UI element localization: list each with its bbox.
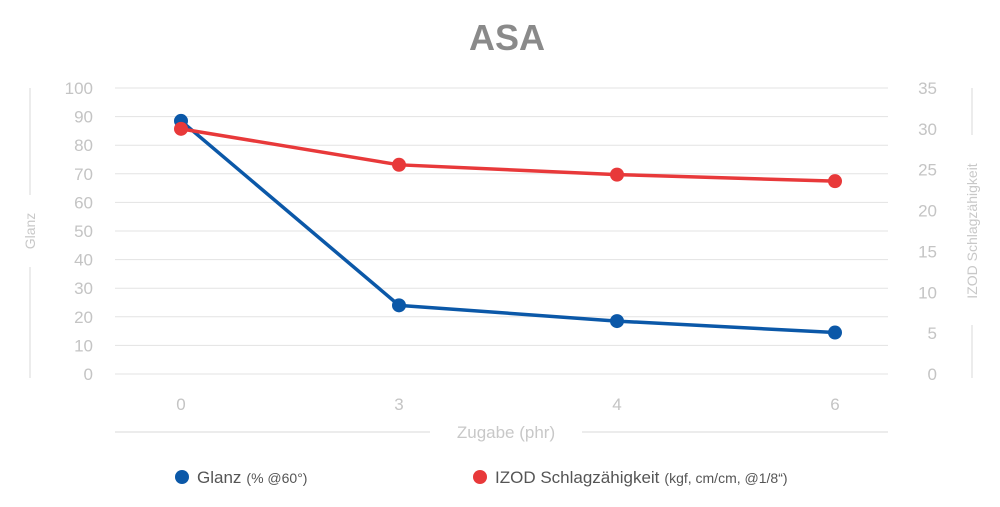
legend-label-glanz: Glanz (% @60°) xyxy=(197,468,307,487)
left-tick-label: 80 xyxy=(74,136,93,155)
right-tick-label: 20 xyxy=(918,202,937,221)
left-tick-label: 40 xyxy=(74,251,93,270)
legend-marker-izod xyxy=(473,470,487,484)
left-tick-label: 70 xyxy=(74,165,93,184)
legend-glanz-unit: (% @60°) xyxy=(246,470,307,486)
left-tick-label: 20 xyxy=(74,308,93,327)
series-line-0 xyxy=(179,119,836,335)
left-tick-label: 100 xyxy=(65,79,93,98)
legend-item-izod: IZOD Schlagzähigkeit (kgf, cm/cm, @1/8“) xyxy=(473,468,788,487)
left-tick-label: 10 xyxy=(74,336,93,355)
right-axis-title: IZOD Schlagzähigkeit xyxy=(964,163,980,299)
left-tick-label: 50 xyxy=(74,222,93,241)
data-point-0-1 xyxy=(392,298,406,313)
right-tick-label: 0 xyxy=(928,365,937,384)
data-point-0-3 xyxy=(828,325,842,340)
left-tick-label: 30 xyxy=(74,279,93,298)
left-axis-ticks: 0 10 20 30 40 50 60 70 80 90 100 xyxy=(65,79,93,384)
legend-izod-name: IZOD Schlagzähigkeit xyxy=(495,468,660,487)
series-points xyxy=(174,113,842,340)
legend-izod-unit: (kgf, cm/cm, @1/8“) xyxy=(664,470,787,486)
legend-label-izod: IZOD Schlagzähigkeit (kgf, cm/cm, @1/8“) xyxy=(495,468,788,487)
data-point-1-2 xyxy=(610,167,624,182)
data-point-1-0 xyxy=(174,121,188,136)
right-tick-label: 25 xyxy=(918,161,937,180)
right-tick-label: 15 xyxy=(918,242,937,261)
legend-glanz-name: Glanz xyxy=(197,468,241,487)
data-point-1-3 xyxy=(828,174,842,189)
data-point-0-2 xyxy=(610,314,624,329)
right-tick-label: 5 xyxy=(928,324,937,343)
right-tick-label: 35 xyxy=(918,79,937,98)
left-tick-label: 60 xyxy=(74,193,93,212)
x-axis-title: Zugabe (phr) xyxy=(457,423,555,442)
grid-lines xyxy=(115,87,888,375)
legend: Glanz (% @60°) IZOD Schlagzähigkeit (kgf, … xyxy=(175,468,788,487)
legend-item-glanz: Glanz (% @60°) xyxy=(175,468,307,487)
left-tick-label: 90 xyxy=(74,108,93,127)
left-tick-label: 0 xyxy=(84,365,93,384)
right-axis-ticks: 0 5 10 15 20 25 30 35 xyxy=(918,79,937,384)
series-line-1 xyxy=(180,127,836,183)
x-tick-label: 0 xyxy=(176,395,185,414)
legend-marker-glanz xyxy=(175,470,189,484)
right-tick-label: 30 xyxy=(918,120,937,139)
x-axis-ticks: 0 3 4 6 xyxy=(176,395,839,414)
right-tick-label: 10 xyxy=(918,283,937,302)
x-tick-label: 6 xyxy=(830,395,839,414)
chart-title: ASA xyxy=(469,17,545,58)
series-lines xyxy=(179,119,836,335)
x-tick-label: 4 xyxy=(612,395,621,414)
data-point-1-1 xyxy=(392,157,406,172)
left-axis-title: Glanz xyxy=(22,213,38,250)
x-tick-label: 3 xyxy=(394,395,403,414)
